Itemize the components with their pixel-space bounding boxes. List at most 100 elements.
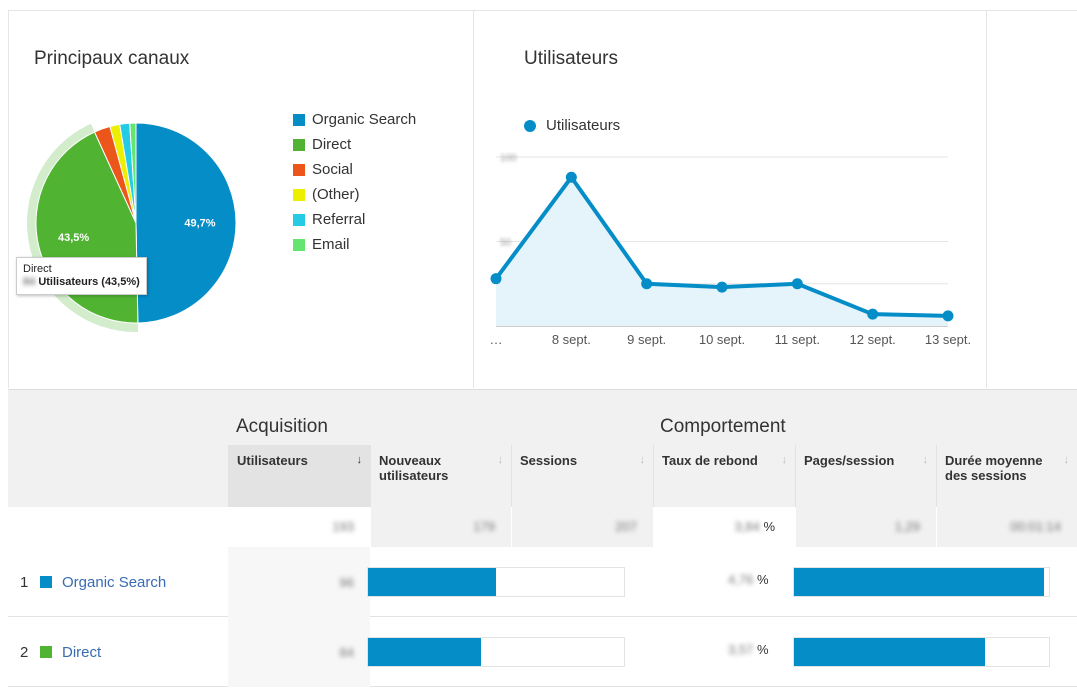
sort-arrow-icon: ↓ xyxy=(639,454,646,466)
row-users: 96 xyxy=(228,547,370,617)
legend-item-social[interactable]: Social xyxy=(293,157,416,182)
tooltip-value: 84 Utilisateurs (43,5%) xyxy=(23,276,140,289)
line-legend-label: Utilisateurs xyxy=(546,117,621,134)
row-label: 1 Organic Search xyxy=(8,547,228,617)
pages-bar-fill xyxy=(794,638,986,666)
pie-slice-organic-search[interactable] xyxy=(135,122,237,324)
col-bounce-rate[interactable]: Taux de rebond ↓ xyxy=(653,445,795,507)
row-label: 2 Direct xyxy=(8,617,228,687)
sort-desc-icon: ↓ xyxy=(356,454,363,466)
panel-title: Principaux canaux xyxy=(34,48,190,69)
total-new-users: 179 xyxy=(370,507,511,547)
row-link-direct[interactable]: Direct xyxy=(62,643,102,661)
line-legend[interactable]: Utilisateurs xyxy=(524,117,620,134)
next-panel xyxy=(987,10,1077,388)
totals-label xyxy=(8,507,228,547)
series-area xyxy=(496,177,948,326)
sort-arrow-icon: ↓ xyxy=(922,454,929,466)
data-point[interactable] xyxy=(942,310,954,322)
x-tick-label: 8 sept. xyxy=(552,332,591,347)
tooltip-title: Direct xyxy=(23,263,52,275)
row-swatch xyxy=(40,646,52,658)
pie-tooltip: Direct 84 Utilisateurs (43,5%) xyxy=(16,257,147,295)
legend-swatch xyxy=(293,113,305,126)
legend-item-other[interactable]: (Other) xyxy=(293,182,416,207)
data-point[interactable] xyxy=(791,278,803,290)
x-tick-label: 9 sept. xyxy=(627,332,666,347)
total-duration-value: 00:01:14 xyxy=(1010,519,1061,534)
col-new-users[interactable]: Nouveaux utilisateurs ↓ xyxy=(370,445,511,507)
data-point[interactable] xyxy=(641,278,653,290)
col-label: Taux de rebond xyxy=(662,453,758,468)
col-label: Nouveaux utilisateurs xyxy=(379,453,449,483)
table-corner xyxy=(8,389,228,507)
total-new-users-value: 179 xyxy=(473,519,495,534)
group-acquisition: Acquisition xyxy=(236,416,328,437)
row-users: 84 xyxy=(228,617,370,687)
legend-label: Direct xyxy=(312,136,352,153)
x-tick-label: … xyxy=(490,332,503,347)
pie-slice-email[interactable] xyxy=(129,122,137,224)
tooltip-text: Utilisateurs (43,5%) xyxy=(38,276,140,288)
table-row: 2 Direct 84 3,57 % xyxy=(8,617,1077,687)
total-users-value: 193 xyxy=(332,519,354,534)
y-tick-label: 50 xyxy=(500,238,512,249)
col-sessions[interactable]: Sessions ↓ xyxy=(511,445,653,507)
line-chart[interactable]: 100 50 … 8 sept. 9 sept. 10 sept. 11 sept. 12 s… xyxy=(474,11,987,389)
col-label: Utilisateurs xyxy=(237,453,308,468)
top-channels-panel: Principaux canaux 49,7% 43,5% Organic Sea… xyxy=(8,10,474,388)
row-bounce: 3,57 % xyxy=(728,642,769,657)
legend-item-organic-search[interactable]: Organic Search xyxy=(293,107,416,132)
legend-item-referral[interactable]: Referral xyxy=(293,207,416,232)
sort-arrow-icon: ↓ xyxy=(497,454,504,466)
data-point[interactable] xyxy=(490,273,502,285)
row-link-organic-search[interactable]: Organic Search xyxy=(62,573,167,591)
x-tick-label: 10 sept. xyxy=(699,332,745,347)
sort-arrow-icon: ↓ xyxy=(781,454,788,466)
explorer-table: Acquisition Comportement Utilisateurs ↓ N… xyxy=(8,389,1077,688)
row-bounce-value: 3,57 xyxy=(728,642,754,657)
legend-swatch xyxy=(293,213,305,226)
col-users[interactable]: Utilisateurs ↓ xyxy=(228,445,370,507)
series-dot-icon xyxy=(524,119,536,132)
x-tick-label: 11 sept. xyxy=(775,332,820,347)
data-point[interactable] xyxy=(867,308,879,320)
pie-data-label: 49,7% xyxy=(184,217,215,229)
data-point[interactable] xyxy=(565,171,577,183)
col-pages-session[interactable]: Pages/session ↓ xyxy=(795,445,936,507)
total-users: 193 xyxy=(228,507,370,547)
pie-legend: Organic Search Direct Social (Other) Ref… xyxy=(293,107,416,257)
users-bar-fill xyxy=(368,568,496,596)
legend-swatch xyxy=(293,163,305,176)
pages-bar-fill xyxy=(794,568,1044,596)
panel-title: Utilisateurs xyxy=(524,48,618,69)
pages-bar xyxy=(793,637,1050,667)
y-tick-label: 100 xyxy=(500,153,517,164)
row-swatch xyxy=(40,576,52,588)
row-bounce-value: 4,76 xyxy=(728,572,754,587)
col-label: Durée moyenne des sessions xyxy=(945,453,1043,483)
total-pages-value: 1,29 xyxy=(894,519,920,534)
row-bounce-unit: % xyxy=(756,642,769,657)
total-pages: 1,29 xyxy=(795,507,936,547)
users-bar-fill xyxy=(368,638,481,666)
legend-item-email[interactable]: Email xyxy=(293,232,416,257)
legend-swatch xyxy=(293,138,305,151)
legend-label: Social xyxy=(312,161,353,178)
total-bounce-value: 3,84 xyxy=(734,519,760,534)
total-sessions: 207 xyxy=(511,507,653,547)
col-avg-duration[interactable]: Durée moyenne des sessions ↓ xyxy=(936,445,1077,507)
legend-label: Organic Search xyxy=(312,111,417,128)
users-panel: Utilisateurs Utilisateurs 100 50 … 8 sept. 9… xyxy=(474,10,987,388)
col-label: Pages/session xyxy=(804,453,895,468)
row-rank: 1 xyxy=(20,573,29,591)
row-rank: 2 xyxy=(20,643,29,661)
sort-arrow-icon: ↓ xyxy=(1063,454,1070,466)
data-point[interactable] xyxy=(716,281,728,293)
row-bounce-unit: % xyxy=(756,572,769,587)
users-bar xyxy=(367,567,625,597)
tooltip-blurred-count: 84 xyxy=(23,276,36,288)
legend-item-direct[interactable]: Direct xyxy=(293,132,416,157)
legend-swatch xyxy=(293,188,305,201)
row-bounce: 4,76 % xyxy=(728,572,769,587)
